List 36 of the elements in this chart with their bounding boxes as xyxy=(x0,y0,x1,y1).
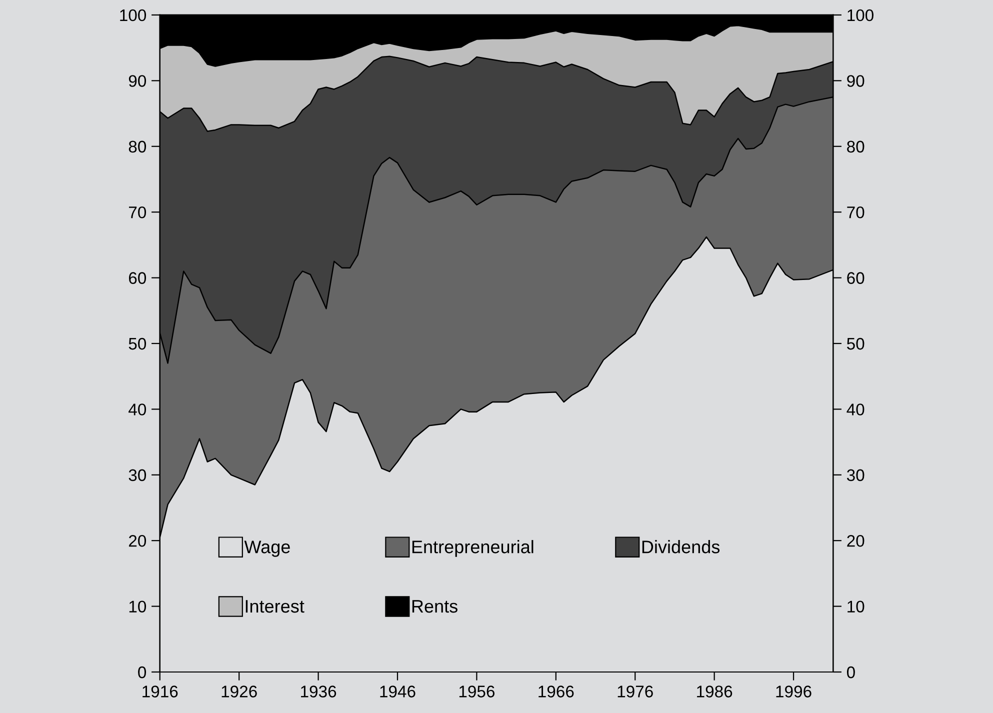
series-label: Wage xyxy=(244,540,290,557)
y2-tick-label: 0 xyxy=(846,666,855,678)
y-tick-label: 30 xyxy=(128,469,146,482)
legend-label: Rents xyxy=(412,600,458,613)
x-tick-label: 1986 xyxy=(697,686,732,698)
y-tick-label: 90 xyxy=(128,75,146,87)
y-tick-label: 80 xyxy=(128,140,146,153)
y2-tick-label: 20 xyxy=(847,535,864,547)
x-tick-label: 1966 xyxy=(538,686,574,698)
series-label: Interest xyxy=(246,600,304,613)
y2-tick-label: 50 xyxy=(846,338,864,350)
y-tick-label: 100 xyxy=(120,9,146,22)
x-tick-label: 1956 xyxy=(459,686,495,698)
y2-tick-label: 70 xyxy=(847,206,864,218)
x-tick-label: 1976 xyxy=(618,686,653,698)
y2-tick-label: 80 xyxy=(847,140,864,153)
x-tick-label: 1936 xyxy=(301,686,336,698)
x-tick-label: 1916 xyxy=(142,686,178,698)
y2-tick-label: 10 xyxy=(848,600,864,613)
y2-tick-label: 60 xyxy=(847,272,864,284)
y-tick-label: 60 xyxy=(128,272,146,284)
y-tick-label: 70 xyxy=(128,206,146,218)
y2-tick-label: 40 xyxy=(846,404,864,416)
legend-label: Dividends xyxy=(642,540,720,554)
y2-tick-label: 30 xyxy=(846,469,864,482)
x-tick-label: 1946 xyxy=(380,686,416,698)
y-tick-label: 10 xyxy=(129,600,146,613)
y2-tick-label: 100 xyxy=(848,9,874,22)
y-tick-label: 50 xyxy=(128,338,146,350)
y-tick-label: 20 xyxy=(128,535,146,547)
y-tick-label: 0 xyxy=(138,666,146,678)
y2-tick-label: 90 xyxy=(847,75,864,87)
x-tick-label: 1996 xyxy=(776,686,812,698)
y-tick-label: 40 xyxy=(128,404,146,416)
legend-label: Entrepreneurial xyxy=(412,540,534,557)
x-tick-label: 1926 xyxy=(222,686,257,698)
